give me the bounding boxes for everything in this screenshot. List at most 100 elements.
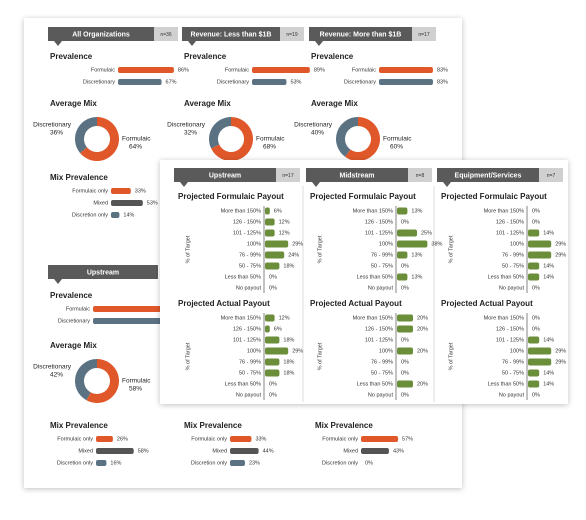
- section-title: Prevalence: [50, 291, 93, 300]
- value-label: 0%: [532, 392, 540, 398]
- axis-label: % of Target: [317, 342, 323, 370]
- category-label: No payout: [236, 285, 262, 291]
- value-label: 13%: [411, 252, 422, 258]
- value-label: 0%: [365, 460, 373, 466]
- bar: [230, 436, 252, 442]
- section-title: Prevalence: [311, 52, 354, 61]
- category-label: 50 - 75%: [502, 263, 524, 269]
- header-title: Midstream: [339, 172, 374, 179]
- bar-label: Formulaic only: [72, 188, 108, 194]
- category-label: Less than 50%: [357, 274, 393, 280]
- section-title: Mix Prevalence: [184, 421, 242, 430]
- section-title: Average Mix: [184, 99, 231, 108]
- bar: [379, 79, 433, 85]
- category-label: 76 - 99%: [239, 359, 261, 365]
- value-label: 86%: [178, 67, 189, 73]
- category-label: 76 - 99%: [502, 252, 524, 258]
- section-title: Prevalence: [184, 52, 227, 61]
- category-label: 50 - 75%: [239, 263, 261, 269]
- value-label: 23%: [249, 460, 260, 466]
- donut-label: Formulaic: [122, 378, 151, 385]
- section-header: [48, 27, 178, 41]
- chart-title: Projected Formulaic Payout: [310, 192, 416, 201]
- section-title: Average Mix: [311, 99, 358, 108]
- bar: [265, 262, 280, 270]
- bar: [230, 460, 245, 466]
- donut-value: 40%: [311, 130, 324, 137]
- value-label: 6%: [274, 208, 282, 214]
- value-label: 14%: [543, 337, 554, 343]
- bar: [252, 67, 310, 73]
- value-label: 14%: [123, 212, 134, 218]
- value-label: 57%: [402, 436, 413, 442]
- header-pointer: [180, 182, 188, 187]
- value-label: 6%: [274, 326, 282, 332]
- value-label: 0%: [532, 208, 540, 214]
- bar: [397, 207, 408, 215]
- bar: [397, 380, 413, 388]
- section-title: Mix Prevalence: [50, 421, 108, 430]
- value-label: 53%: [290, 79, 301, 85]
- section-title: Average Mix: [50, 99, 97, 108]
- donut-segment: [211, 117, 253, 162]
- value-label: 18%: [283, 337, 294, 343]
- bar-label: Mixed: [93, 200, 108, 206]
- bar-label: Formulaic: [91, 67, 115, 73]
- value-label: 0%: [269, 285, 277, 291]
- n-box: [412, 27, 436, 41]
- category-label: 101 - 125%: [233, 230, 261, 236]
- value-label: 14%: [543, 263, 554, 269]
- category-label: 126 - 150%: [233, 326, 261, 332]
- bar: [397, 347, 413, 355]
- value-label: 0%: [532, 219, 540, 225]
- donut-label: Discretionary: [294, 122, 333, 129]
- category-label: 50 - 75%: [502, 370, 524, 376]
- category-label: No payout: [368, 392, 394, 398]
- value-label: 18%: [283, 359, 294, 365]
- bar: [361, 436, 399, 442]
- category-label: 126 - 150%: [365, 326, 393, 332]
- bar: [397, 314, 413, 322]
- value-label: 33%: [255, 436, 266, 442]
- value-label: 25%: [421, 230, 432, 236]
- bar: [528, 251, 552, 259]
- bar: [265, 218, 275, 226]
- section-header: [48, 265, 158, 279]
- category-label: No payout: [499, 285, 525, 291]
- value-label: 0%: [532, 326, 540, 332]
- header-title: All Organizations: [72, 31, 130, 38]
- value-label: 38%: [431, 241, 442, 247]
- bar: [528, 262, 540, 270]
- bar-label: Mixed: [343, 448, 358, 454]
- value-label: 13%: [411, 274, 422, 280]
- n-label: n=17: [282, 173, 293, 179]
- category-label: 50 - 75%: [371, 263, 393, 269]
- axis-label: % of Target: [448, 342, 454, 370]
- category-label: More than 150%: [221, 315, 261, 321]
- bar: [528, 347, 552, 355]
- bar: [265, 369, 280, 377]
- category-label: 101 - 125%: [496, 337, 524, 343]
- category-label: 50 - 75%: [239, 370, 261, 376]
- category-label: 76 - 99%: [371, 252, 393, 258]
- n-box: [154, 27, 178, 41]
- bar-label: Formulaic only: [191, 436, 227, 442]
- header-pointer: [443, 182, 451, 187]
- chart-title: Projected Actual Payout: [178, 299, 270, 308]
- n-label: n=8: [416, 173, 425, 179]
- donut-segment: [80, 117, 119, 161]
- donut-value: 60%: [390, 144, 403, 151]
- value-label: 29%: [292, 348, 303, 354]
- category-label: 101 - 125%: [233, 337, 261, 343]
- category-label: 101 - 125%: [496, 230, 524, 236]
- value-label: 0%: [401, 392, 409, 398]
- axis-label: % of Target: [317, 235, 323, 263]
- bar-label: Mixed: [212, 448, 227, 454]
- donut-value: 58%: [129, 386, 142, 393]
- category-label: 100%: [510, 348, 524, 354]
- header-pointer: [188, 41, 196, 46]
- bar: [265, 207, 270, 215]
- value-label: 18%: [283, 370, 294, 376]
- bar-label: Discretion only: [322, 460, 358, 466]
